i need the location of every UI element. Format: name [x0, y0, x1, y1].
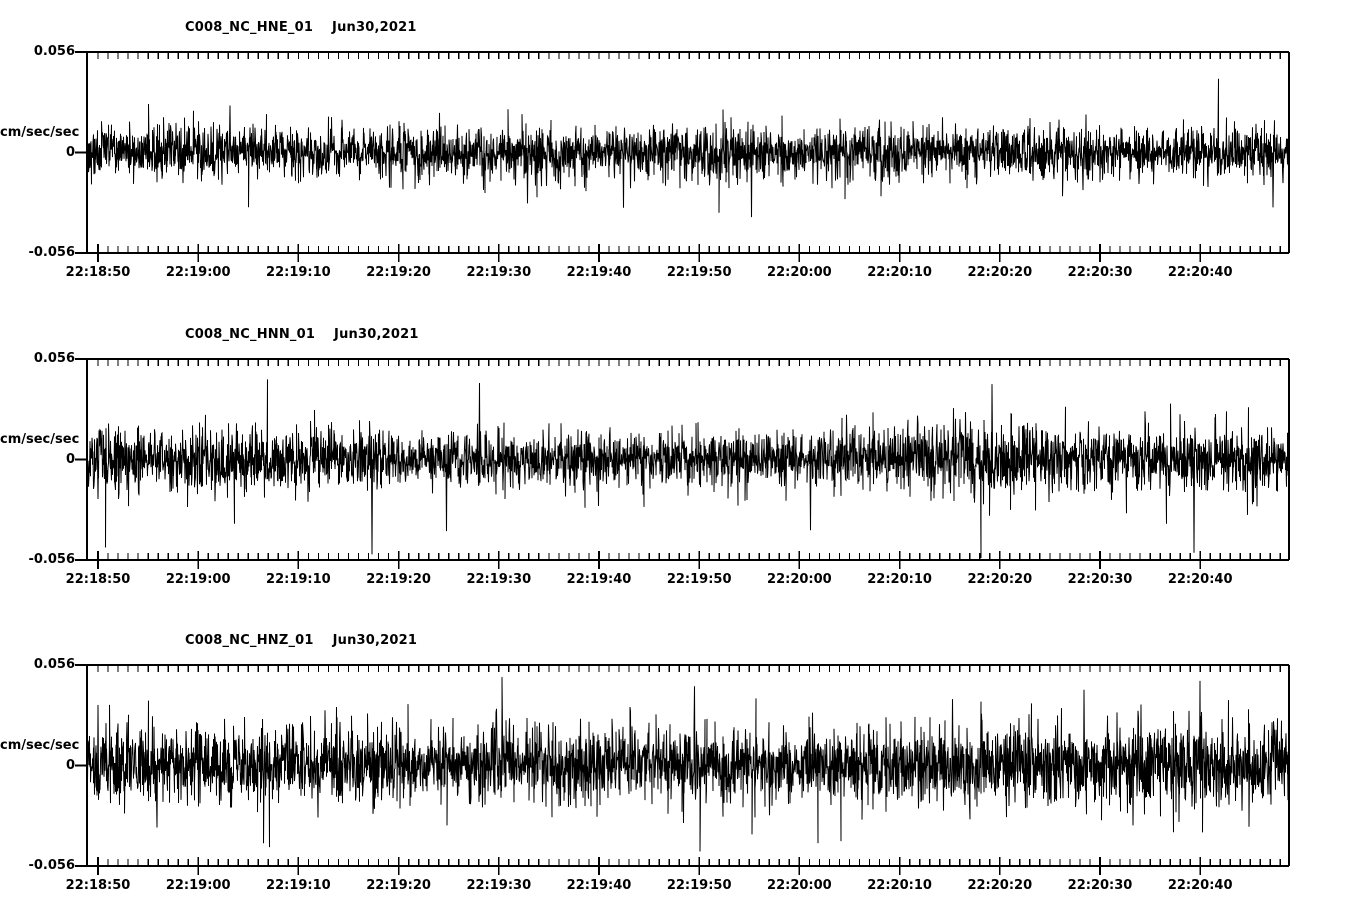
y-axis-max-label: 0.056: [33, 44, 75, 59]
x-axis-tick-label: 22:18:50: [65, 572, 131, 587]
x-axis-tick-label: 22:19:50: [666, 572, 732, 587]
y-axis-max-label: 0.056: [33, 657, 75, 672]
x-axis-tick-label: 22:20:00: [767, 265, 832, 280]
panel-title: C008_NC_HNZ_01 Jun30,2021: [185, 633, 418, 648]
y-axis-min-label: -0.056: [28, 552, 75, 567]
y-axis-zero-label: 0: [65, 757, 75, 773]
y-axis-unit-label: cm/sec/sec: [0, 124, 80, 140]
y-axis-unit-label: cm/sec/sec: [0, 737, 80, 753]
x-axis-tick-label: 22:20:00: [767, 572, 832, 587]
y-axis-min-label: -0.056: [28, 858, 75, 873]
x-axis-tick-label: 22:19:40: [566, 878, 632, 893]
x-axis-tick-label: 22:19:00: [165, 572, 231, 587]
x-axis-tick-label: 22:19:40: [566, 265, 632, 280]
x-axis-tick-label: 22:19:30: [466, 265, 532, 280]
y-axis-max-label: 0.056: [33, 351, 75, 366]
x-axis-tick-label: 22:20:10: [867, 878, 932, 893]
panel-title: C008_NC_HNN_01 Jun30,2021: [185, 327, 419, 342]
x-axis-tick-label: 22:20:40: [1167, 265, 1233, 280]
y-axis-unit-label: cm/sec/sec: [0, 431, 80, 447]
x-axis-tick-label: 22:19:20: [366, 878, 431, 893]
x-axis-tick-label: 22:19:10: [266, 878, 331, 893]
x-axis-tick-label: 22:19:00: [165, 878, 231, 893]
x-axis-tick-label: 22:20:30: [1067, 572, 1133, 587]
x-axis-tick-label: 22:19:00: [165, 265, 231, 280]
x-axis-tick-label: 22:20:10: [867, 572, 932, 587]
waveform-trace: [86, 677, 1290, 852]
x-axis-tick-label: 22:19:10: [266, 265, 331, 280]
x-axis-tick-label: 22:19:50: [666, 265, 732, 280]
x-axis-tick-label: 22:20:30: [1067, 265, 1133, 280]
x-axis-tick-label: 22:20:40: [1167, 878, 1233, 893]
y-axis-zero-label: 0: [65, 451, 75, 467]
x-axis-tick-label: 22:20:00: [767, 878, 832, 893]
x-axis-tick-label: 22:19:30: [466, 878, 532, 893]
x-axis-tick-label: 22:20:20: [967, 572, 1033, 587]
x-axis-tick-label: 22:19:30: [466, 572, 532, 587]
x-axis-tick-label: 22:19:20: [366, 265, 431, 280]
x-axis-tick-label: 22:19:10: [266, 572, 331, 587]
x-axis-tick-label: 22:18:50: [65, 878, 131, 893]
x-axis-tick-label: 22:20:30: [1067, 878, 1133, 893]
x-axis-tick-label: 22:20:20: [967, 265, 1033, 280]
x-axis-tick-label: 22:19:20: [366, 572, 431, 587]
x-axis-tick-label: 22:20:20: [967, 878, 1033, 893]
x-axis-tick-label: 22:18:50: [65, 265, 131, 280]
y-axis-min-label: -0.056: [28, 245, 75, 260]
x-axis-tick-label: 22:19:50: [666, 878, 732, 893]
x-axis-tick-label: 22:19:40: [566, 572, 632, 587]
x-axis-tick-label: 22:20:40: [1167, 572, 1233, 587]
panel-title: C008_NC_HNE_01 Jun30,2021: [185, 20, 417, 35]
x-axis-tick-label: 22:20:10: [867, 265, 932, 280]
y-axis-zero-label: 0: [65, 144, 75, 160]
